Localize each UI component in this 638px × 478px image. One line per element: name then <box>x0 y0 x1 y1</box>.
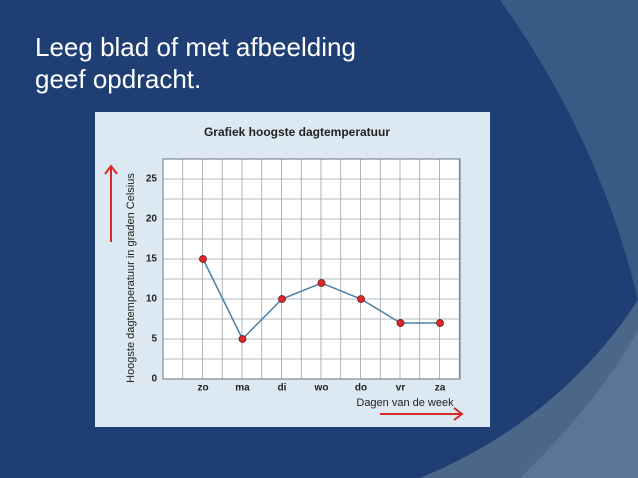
x-tick-label: vr <box>396 383 406 394</box>
y-tick-label: 20 <box>146 214 158 225</box>
chart-title: Grafiek hoogste dagtemperatuur <box>204 125 390 139</box>
decor <box>500 0 638 300</box>
x-tick-label: di <box>278 383 287 394</box>
x-tick-label: ma <box>235 383 250 394</box>
slide-title: geef opdracht. <box>35 64 201 94</box>
data-point <box>357 295 365 303</box>
slide-title: Leeg blad of met afbeelding <box>35 32 356 62</box>
y-tick-label: 0 <box>151 374 157 385</box>
x-tick-label: za <box>435 383 446 394</box>
y-axis-label: Hoogste dagtemperatuur in graden Celsius <box>125 173 137 383</box>
data-point <box>317 279 326 287</box>
decor <box>520 330 638 478</box>
y-tick-label: 5 <box>151 334 157 345</box>
plot-area <box>163 159 460 379</box>
y-arrow <box>104 164 118 242</box>
x-tick-label: zo <box>197 383 208 394</box>
x-arrow <box>380 407 464 421</box>
data-point <box>238 335 247 343</box>
data-point <box>436 319 444 327</box>
plot-border <box>162 158 461 380</box>
data-point <box>396 319 405 327</box>
x-axis-label: Dagen van de week <box>356 397 454 409</box>
x-tick-label: wo <box>314 383 329 394</box>
y-tick-label: 15 <box>146 254 158 265</box>
data-point <box>278 295 286 303</box>
x-tick-label: do <box>355 383 367 394</box>
y-tick-label: 10 <box>146 294 158 305</box>
y-tick-label: 25 <box>146 174 158 185</box>
data-point <box>199 255 207 263</box>
plot: 0 5 10 15 20 25 zo ma di wo do vr za <box>146 158 461 394</box>
